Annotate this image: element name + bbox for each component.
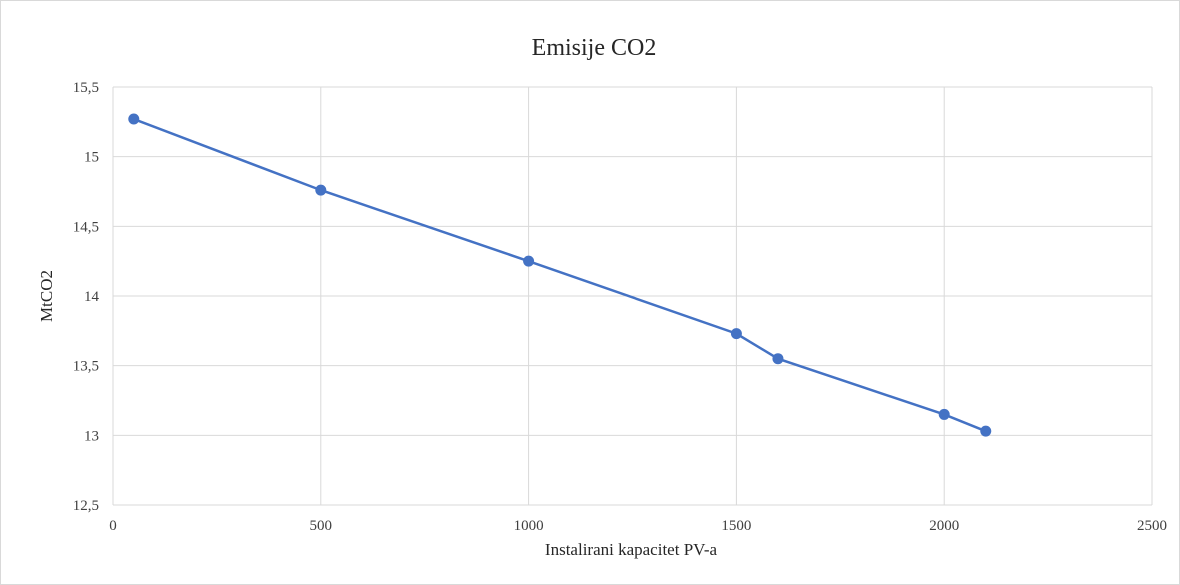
data-point — [772, 353, 784, 365]
data-point — [128, 113, 140, 125]
data-point — [523, 255, 535, 267]
x-tick-label: 1500 — [721, 518, 751, 534]
x-tick-label: 1000 — [514, 518, 544, 534]
y-tick-label: 13,5 — [73, 359, 99, 375]
y-tick-label: 15,5 — [73, 80, 99, 96]
x-tick-label: 500 — [310, 518, 333, 534]
y-tick-label: 13 — [84, 428, 99, 444]
data-point — [938, 408, 950, 420]
data-point — [730, 328, 742, 340]
x-tick-label: 2000 — [929, 518, 959, 534]
grid-lines — [112, 86, 1153, 506]
y-tick-label: 14 — [84, 289, 100, 305]
y-tick-label: 15 — [84, 150, 99, 166]
data-series — [128, 113, 992, 437]
chart-title: Emisije CO2 — [532, 35, 657, 61]
x-axis-ticks: 0 500 1000 1500 2000 2500 — [109, 518, 1167, 534]
y-tick-label: 12,5 — [73, 498, 99, 514]
series-line — [133, 117, 987, 433]
x-axis-title: Instalirani kapacitet PV-a — [545, 540, 718, 559]
y-tick-label: 14,5 — [73, 219, 99, 235]
x-tick-label: 0 — [109, 518, 117, 534]
y-axis-ticks: 12,5 13 13,5 14 14,5 15 15,5 — [73, 80, 100, 514]
x-tick-label: 2500 — [1137, 518, 1167, 534]
data-point — [980, 425, 992, 437]
data-point — [315, 184, 327, 196]
y-axis-title: MtCO2 — [37, 270, 56, 322]
